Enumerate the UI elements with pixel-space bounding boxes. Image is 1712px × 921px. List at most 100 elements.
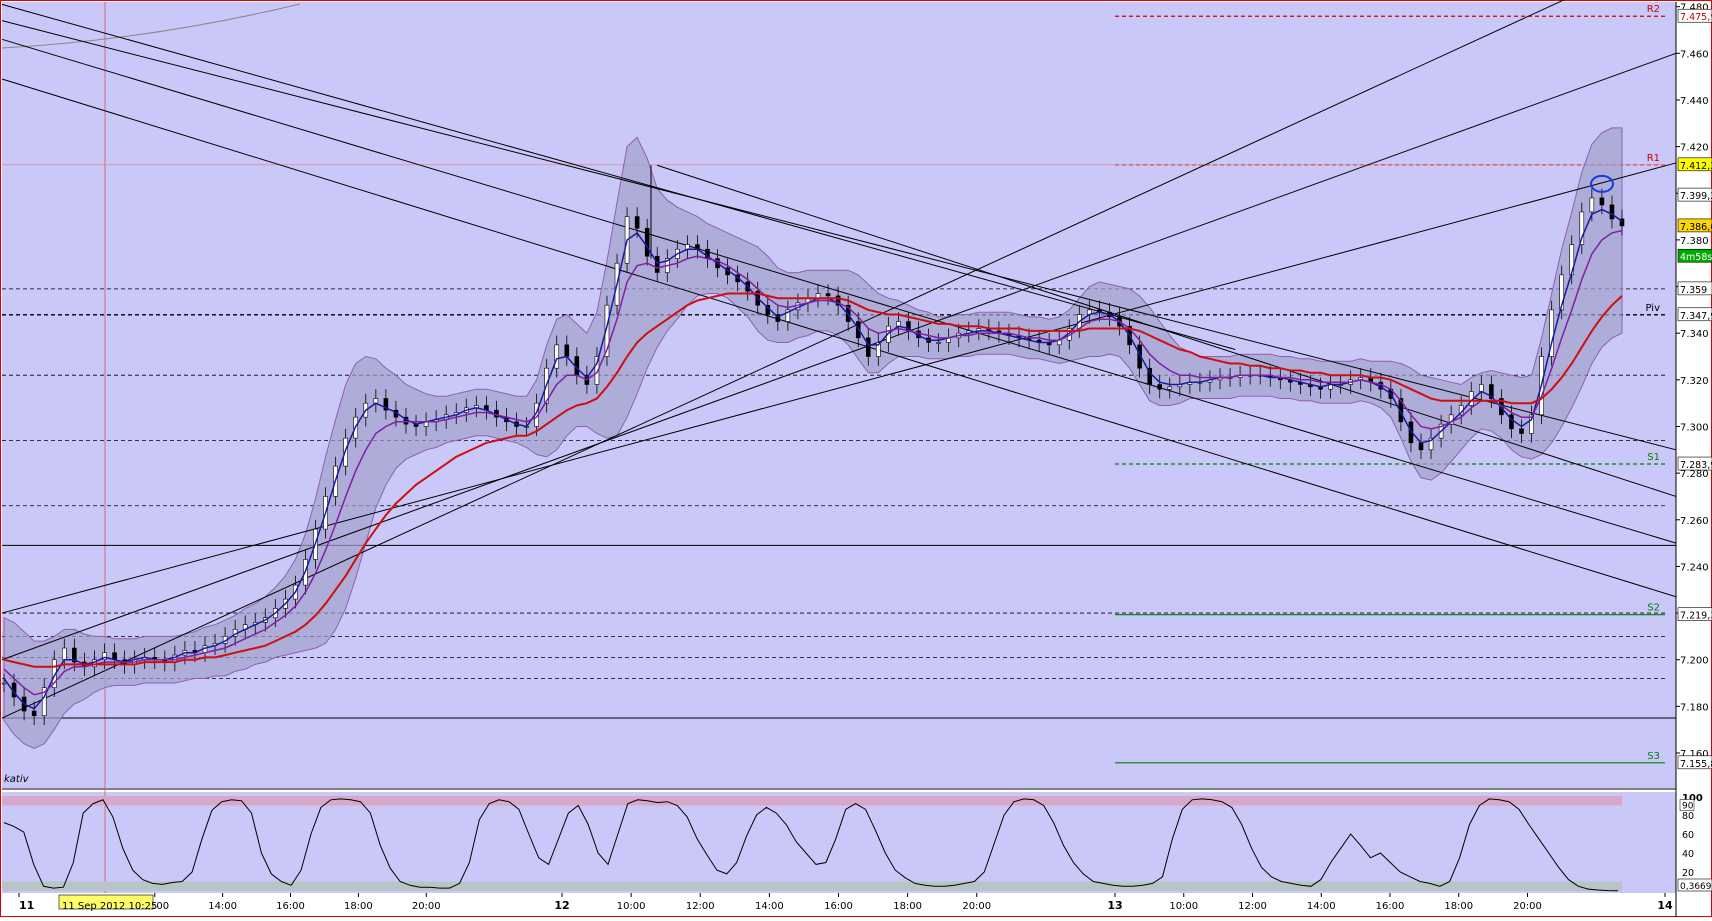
time-label: 10:00	[617, 901, 646, 912]
price-tick-label: 7.340	[1680, 329, 1709, 340]
osc-top-label-90: 90	[1682, 802, 1694, 812]
candle-body	[825, 293, 831, 297]
candle-body	[594, 356, 600, 385]
pivot-label-r2: R2	[1647, 4, 1660, 15]
price-tick-label: 7.280	[1680, 469, 1709, 480]
candle-body	[1559, 274, 1565, 311]
price-tag-label: 7.283,9	[1680, 460, 1712, 471]
pivot-label-piv: Piv	[1645, 303, 1660, 314]
trend-line-5	[656, 164, 1677, 497]
time-label: 12:00	[1238, 901, 1267, 912]
osc-tick-label: 20	[1682, 868, 1694, 879]
price-tag-box	[1677, 607, 1712, 622]
candle-body	[102, 652, 107, 661]
price-tag-label: 7.412,2	[1680, 161, 1712, 172]
moving-averages	[3, 208, 1623, 710]
osc-90-box	[1679, 799, 1695, 811]
time-label: 12	[554, 899, 569, 912]
candle-body	[835, 295, 841, 306]
price-tag-label: 7.399,2	[1680, 191, 1712, 202]
osc-top-label-100: 100	[1682, 793, 1703, 804]
time-label: 14:00	[755, 901, 784, 912]
time-label: 14:00	[208, 901, 237, 912]
oscillator-band	[2, 796, 1622, 806]
candle-body	[644, 227, 650, 257]
cursor-time-tag	[58, 894, 154, 910]
pivot-label-s1: S1	[1647, 452, 1660, 463]
candle-body	[634, 216, 640, 229]
candle-body	[1529, 414, 1534, 434]
trend-line-3	[1, 38, 1677, 544]
candle-body	[785, 309, 791, 322]
oscillator-panel-background	[2, 792, 1676, 893]
time-axis: 11 12:00 14:00 16:00 18:00 20:00 12 10:00 12:00 1…	[18, 893, 1673, 912]
price-tag-box	[1677, 218, 1712, 233]
candle-body	[1489, 384, 1494, 399]
candle-body	[654, 255, 660, 273]
trend-line-8	[1, 0, 1565, 719]
price-tag-box	[1677, 187, 1712, 202]
candle-body	[1519, 428, 1524, 434]
trend-line-6	[1, 162, 1677, 614]
candle-body	[554, 344, 560, 369]
candle-body	[31, 710, 37, 716]
indicator-label: kativ	[4, 774, 30, 785]
price-tag-box	[1677, 755, 1712, 770]
pivot-label-s3: S3	[1647, 751, 1660, 762]
candle-body	[1157, 384, 1163, 390]
candle-body	[1147, 367, 1152, 385]
candle-body	[1579, 211, 1585, 245]
candle-body	[72, 647, 77, 663]
osc-tick-label: 40	[1682, 849, 1694, 860]
candle-body	[936, 342, 941, 344]
price-tag-box	[1677, 307, 1712, 322]
price-tick-label: 7.300	[1680, 422, 1709, 433]
candle-body	[1599, 197, 1605, 206]
price-tick-label: 7.460	[1680, 49, 1709, 60]
price-tag-label: 7.155,8	[1680, 759, 1712, 770]
oscillator-band	[2, 881, 1622, 891]
time-label: 16:00	[276, 901, 305, 912]
time-label: 18:00	[893, 901, 922, 912]
time-label: 20:00	[412, 901, 441, 912]
candle-body	[865, 337, 871, 357]
trend-line-1	[1, 3, 1236, 351]
candle-body	[61, 647, 67, 661]
candle-body	[1408, 421, 1414, 444]
price-tag-box	[1677, 8, 1712, 23]
time-label: 12:00	[686, 901, 715, 912]
candle-body	[1479, 384, 1484, 392]
candle-body	[1509, 414, 1514, 430]
trend-line-4	[1, 78, 1677, 598]
candle-body	[41, 687, 47, 716]
osc-value-box	[1677, 878, 1712, 892]
price-tag-label: 4m58s	[1680, 252, 1712, 263]
pivot-levels: R2 R1 Piv S1 S2 S3	[2, 4, 1665, 764]
series-line-ema-slow	[3, 292, 1623, 668]
price-tick-label: 7.160	[1680, 749, 1709, 760]
price-tick-label: 7.180	[1680, 702, 1709, 713]
price-tick-label: 7.320	[1680, 376, 1709, 387]
price-tick-label: 7.480	[1680, 3, 1709, 14]
blue-circle-annotation	[1590, 174, 1614, 193]
pivot-label-s2: S2	[1647, 603, 1660, 614]
price-tag-label: 7.475,9	[1680, 12, 1712, 23]
time-label: 18:00	[344, 901, 373, 912]
price-tick-label: 7.260	[1680, 516, 1709, 527]
bollinger-band	[3, 127, 1623, 749]
time-label: 14:00	[1307, 901, 1336, 912]
time-label: 20:00	[1513, 901, 1542, 912]
osc-tick-label: 80	[1682, 811, 1694, 822]
time-label: 11	[19, 899, 34, 912]
price-tag-box	[1677, 456, 1712, 471]
price-tick-label: 7.420	[1680, 143, 1709, 154]
candle-body	[1428, 437, 1434, 451]
time-label: 10:00	[1169, 901, 1198, 912]
time-label: 16:00	[1376, 901, 1405, 912]
candle-body	[1167, 386, 1173, 390]
time-label: 18:00	[1444, 901, 1473, 912]
price-tick-label: 7.440	[1680, 96, 1709, 107]
candle-body	[1, 682, 7, 685]
